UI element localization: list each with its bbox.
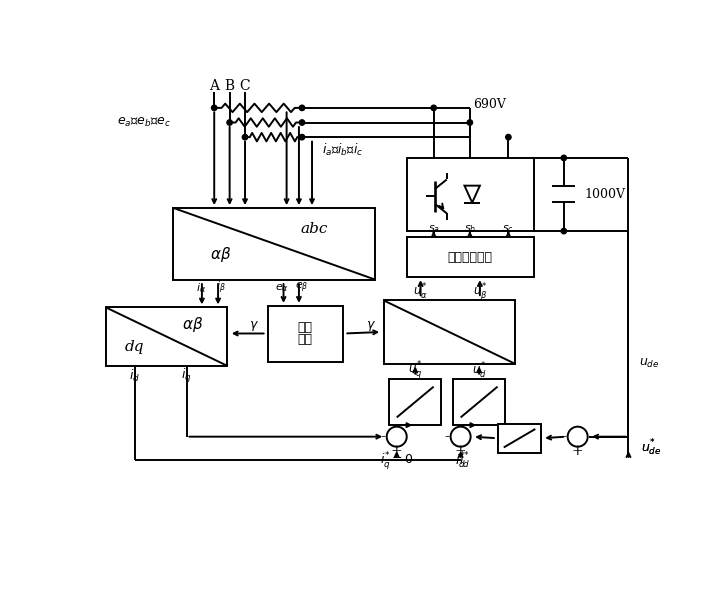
Circle shape xyxy=(431,105,436,111)
Text: $u_{\alpha}^{*}$: $u_{\alpha}^{*}$ xyxy=(413,282,428,302)
Text: 690V: 690V xyxy=(473,98,505,111)
Bar xyxy=(174,208,375,280)
Text: abc: abc xyxy=(301,222,328,236)
Circle shape xyxy=(506,134,511,140)
Bar xyxy=(407,158,534,231)
Text: 相角: 相角 xyxy=(298,321,313,334)
Text: -: - xyxy=(380,430,386,444)
Text: $i_d^{*}$: $i_d^{*}$ xyxy=(455,451,466,472)
Text: +: + xyxy=(454,443,466,457)
Text: $i_{\alpha}$: $i_{\alpha}$ xyxy=(196,281,206,295)
Text: $u_q^{*}$: $u_q^{*}$ xyxy=(408,359,423,381)
Circle shape xyxy=(561,228,566,234)
Circle shape xyxy=(299,120,305,125)
Bar xyxy=(389,379,441,425)
Circle shape xyxy=(467,120,473,125)
Text: A: A xyxy=(209,79,219,93)
Text: $i_q$: $i_q$ xyxy=(182,367,192,385)
Circle shape xyxy=(299,105,305,111)
Text: $e_{\beta}$: $e_{\beta}$ xyxy=(295,281,309,296)
Text: 检测: 检测 xyxy=(298,333,313,346)
Text: C: C xyxy=(240,79,250,93)
Text: $i_q^{*}=0$: $i_q^{*}=0$ xyxy=(380,450,414,472)
Bar xyxy=(268,306,343,362)
Text: $u_{\beta}^{*}$: $u_{\beta}^{*}$ xyxy=(473,281,487,303)
Text: $i_a$、$i_b$、$i_c$: $i_a$、$i_b$、$i_c$ xyxy=(322,142,364,158)
Text: $u_{de}^{*}$: $u_{de}^{*}$ xyxy=(641,438,661,459)
Circle shape xyxy=(242,134,248,140)
Text: $i_d$: $i_d$ xyxy=(129,368,140,384)
Text: $s_a$: $s_a$ xyxy=(428,223,440,235)
Text: $u_d^{*}$: $u_d^{*}$ xyxy=(472,361,486,381)
Bar xyxy=(407,237,534,277)
Bar xyxy=(383,300,515,363)
Circle shape xyxy=(568,427,587,447)
Text: $\alpha\beta$: $\alpha\beta$ xyxy=(182,315,203,334)
Polygon shape xyxy=(465,186,480,203)
Text: $\gamma$: $\gamma$ xyxy=(249,319,259,333)
Circle shape xyxy=(227,120,232,125)
Text: $s_b$: $s_b$ xyxy=(464,223,476,235)
Circle shape xyxy=(387,427,407,447)
Text: 空间矢量控制: 空间矢量控制 xyxy=(447,251,492,264)
Text: $i_d^{*}$: $i_d^{*}$ xyxy=(459,451,470,472)
Text: $\gamma$: $\gamma$ xyxy=(367,319,376,333)
Text: $u_{de}$: $u_{de}$ xyxy=(640,357,660,370)
Text: $\alpha\beta$: $\alpha\beta$ xyxy=(211,245,232,264)
Text: $u_{de}^{*}$: $u_{de}^{*}$ xyxy=(641,438,661,459)
Circle shape xyxy=(451,427,470,447)
Text: B: B xyxy=(224,79,234,93)
Text: 1000V: 1000V xyxy=(584,187,625,200)
Text: $i_{\beta}$: $i_{\beta}$ xyxy=(216,280,226,296)
Circle shape xyxy=(299,134,305,140)
Text: +: + xyxy=(391,443,402,457)
Bar xyxy=(498,424,541,453)
Circle shape xyxy=(561,155,566,161)
Text: +: + xyxy=(572,443,584,457)
Text: -: - xyxy=(444,430,449,444)
Bar xyxy=(453,379,505,425)
Text: -: - xyxy=(561,430,566,444)
Text: $e_a$、$e_b$、$e_c$: $e_a$、$e_b$、$e_c$ xyxy=(117,116,171,129)
Circle shape xyxy=(211,105,217,111)
Text: dq: dq xyxy=(125,340,144,355)
Text: $s_c$: $s_c$ xyxy=(502,223,514,235)
Bar xyxy=(106,307,227,366)
Text: $e_{\alpha}$: $e_{\alpha}$ xyxy=(275,282,289,294)
